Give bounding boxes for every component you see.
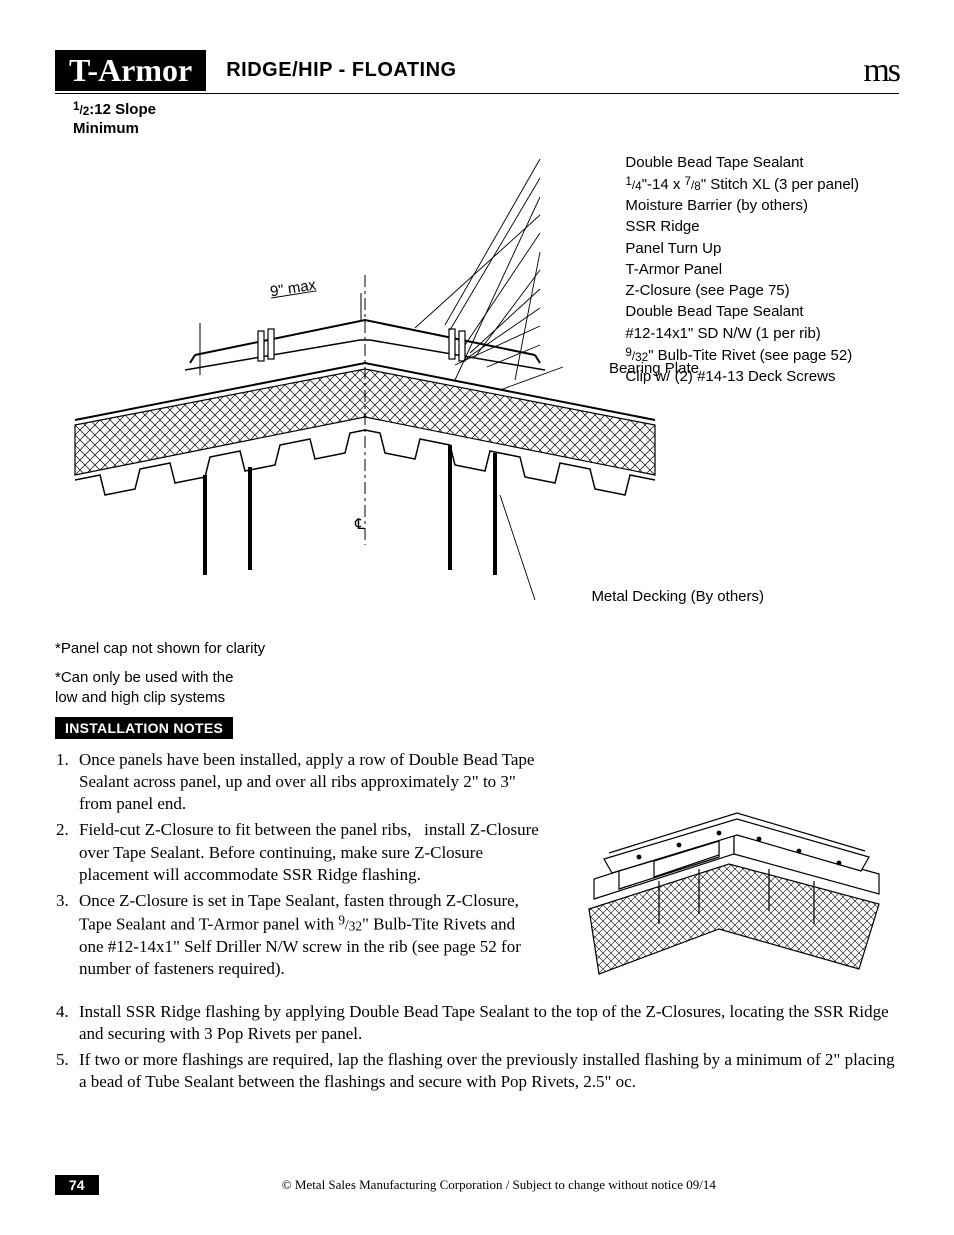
page-number: 74 [55, 1175, 99, 1195]
bearing-plate-label: Bearing Plate [609, 360, 699, 377]
callout-item: Double Bead Tape Sealant [625, 153, 859, 173]
callout-item: Z-Closure (see Page 75) [625, 281, 859, 301]
install-note: Field-cut Z-Closure to fit between the p… [73, 819, 539, 885]
install-note: If two or more flashings are required, l… [73, 1049, 899, 1093]
install-notes-wide: Install SSR Ridge flashing by applying D… [55, 1001, 899, 1093]
diagram-footnotes: *Panel cap not shown for clarity *Can onl… [55, 639, 899, 708]
isometric-diagram [559, 749, 899, 999]
header-rule [55, 93, 899, 94]
copyright-text: © Metal Sales Manufacturing Corporation … [282, 1177, 716, 1193]
cross-section-diagram: 9" max ℄ Double Bead Tape Sealant1/4"-14… [55, 145, 899, 635]
callout-item: Panel Turn Up [625, 239, 859, 259]
brand-logo: ms [863, 52, 899, 90]
install-note: Once panels have been installed, apply a… [73, 749, 539, 815]
footnote: *Can only be used with thelow and high c… [55, 668, 899, 707]
callout-item: 1/4"-14 x 7/8" Stitch XL (3 per panel) [625, 174, 859, 195]
callout-item: SSR Ridge [625, 217, 859, 237]
callout-item: Double Bead Tape Sealant [625, 302, 859, 322]
footnote: *Panel cap not shown for clarity [55, 639, 899, 659]
install-note: Install SSR Ridge flashing by applying D… [73, 1001, 899, 1045]
install-notes-column: Once panels have been installed, apply a… [55, 749, 539, 984]
callout-list: Double Bead Tape Sealant1/4"-14 x 7/8" S… [625, 153, 859, 389]
install-notes-row: Once panels have been installed, apply a… [55, 749, 899, 999]
section-title: RIDGE/HIP - FLOATING [226, 59, 456, 82]
slope-note: 1/2:12 SlopeMinimum [73, 100, 899, 139]
header-row: T-Armor RIDGE/HIP - FLOATING ms [55, 50, 899, 91]
metal-decking-label: Metal Decking (By others) [591, 588, 764, 605]
callout-item: T-Armor Panel [625, 260, 859, 280]
install-notes-header: INSTALLATION NOTES [55, 717, 233, 739]
callout-item: #12-14x1" SD N/W (1 per rib) [625, 324, 859, 344]
callout-item: Moisture Barrier (by others) [625, 196, 859, 216]
install-note: Once Z-Closure is set in Tape Sealant, f… [73, 890, 539, 980]
page-footer: 74 © Metal Sales Manufacturing Corporati… [55, 1175, 899, 1195]
centerline-label: ℄ [355, 515, 365, 533]
product-badge: T-Armor [55, 50, 206, 91]
